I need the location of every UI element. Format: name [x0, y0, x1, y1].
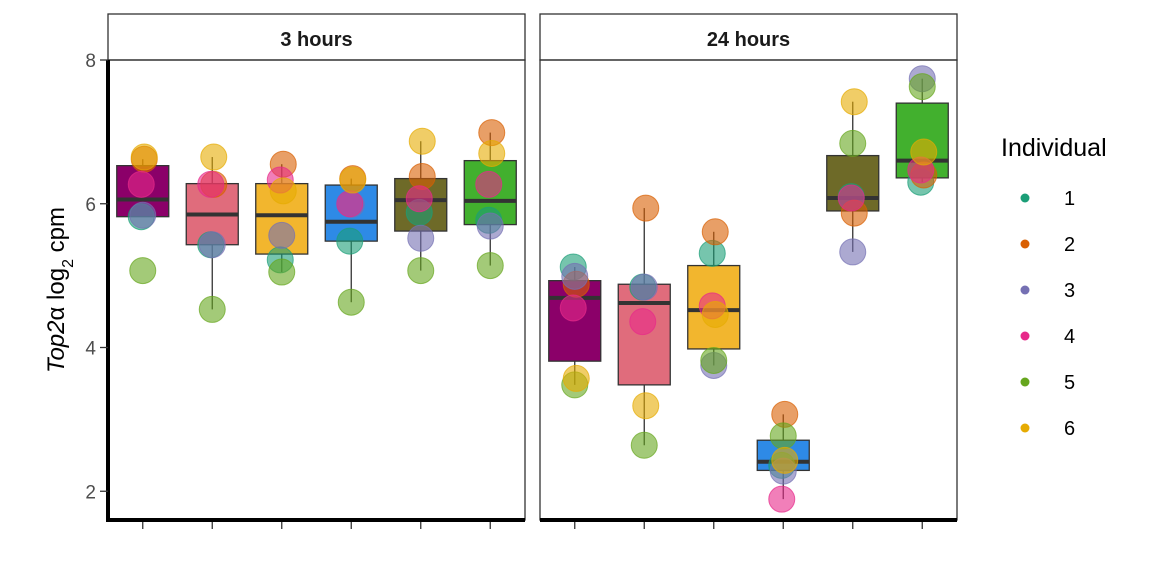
- panel-background: [108, 60, 525, 520]
- legend-label: 2: [1064, 234, 1075, 256]
- data-point: [337, 288, 365, 316]
- y-axis-label-italic: Top2: [43, 321, 70, 374]
- facet-strip: [539, 13, 958, 61]
- data-point: [701, 300, 729, 328]
- data-point: [559, 294, 587, 322]
- y-tick-label: 6: [85, 195, 96, 216]
- data-point: [198, 295, 226, 323]
- data-point: [632, 194, 660, 222]
- legend-key: [1020, 239, 1030, 249]
- legend-key: [1020, 423, 1030, 433]
- y-axis-label-sub: 2: [60, 259, 77, 268]
- data-point: [630, 431, 658, 459]
- data-point: [701, 218, 729, 246]
- data-point: [562, 364, 590, 392]
- legend-key: [1020, 193, 1030, 203]
- data-point: [475, 170, 503, 198]
- data-point: [339, 166, 367, 194]
- legend-label: 1: [1064, 188, 1075, 210]
- legend-key: [1020, 377, 1030, 387]
- y-tick-label: 2: [85, 482, 96, 503]
- y-axis-label-tail: cpm: [43, 207, 70, 259]
- legend-key: [1020, 331, 1030, 341]
- data-point: [407, 224, 435, 252]
- data-point: [768, 485, 796, 513]
- data-point: [908, 73, 936, 101]
- facet-strip-label: 3 hours: [280, 29, 352, 51]
- data-point: [408, 162, 436, 190]
- data-point: [129, 257, 157, 285]
- data-point: [407, 257, 435, 285]
- data-point: [771, 446, 799, 474]
- data-point: [197, 170, 225, 198]
- data-point: [839, 129, 867, 157]
- legend-label: 6: [1064, 418, 1075, 440]
- data-point: [630, 273, 658, 301]
- legend-label: 5: [1064, 372, 1075, 394]
- legend-title: Individual: [1001, 134, 1107, 162]
- panels-layer: [108, 60, 957, 520]
- y-axis-label-greek: α: [43, 307, 70, 321]
- points-layer: [127, 65, 938, 513]
- data-point: [476, 252, 504, 280]
- data-point: [336, 227, 364, 255]
- legend-label: 3: [1064, 280, 1075, 302]
- data-point: [336, 190, 364, 218]
- data-point: [268, 258, 296, 286]
- data-point: [127, 170, 155, 198]
- y-tick-label: 8: [85, 51, 96, 72]
- data-point: [839, 238, 867, 266]
- legend-key: [1020, 285, 1030, 295]
- y-axis-label-mid: log: [43, 268, 70, 307]
- panel-background: [540, 60, 957, 520]
- data-point: [561, 262, 589, 290]
- legend-label: 4: [1064, 326, 1075, 348]
- y-tick-label: 4: [85, 339, 96, 360]
- data-point: [200, 143, 228, 171]
- data-point: [269, 177, 297, 205]
- data-point: [837, 184, 865, 212]
- data-point: [476, 212, 504, 240]
- legend: Individual 1 2 3 4 5 6: [1001, 134, 1107, 440]
- data-point: [130, 143, 158, 171]
- data-point: [198, 231, 226, 259]
- data-point: [910, 138, 938, 166]
- data-point: [840, 88, 868, 116]
- data-point: [769, 422, 797, 450]
- data-point: [405, 185, 433, 213]
- data-point: [129, 201, 157, 229]
- data-point: [478, 139, 506, 167]
- axes-layer: 3 hours 24 hours 2 4 6 8: [85, 13, 958, 529]
- data-point: [632, 392, 660, 420]
- facet-strip-label: 24 hours: [707, 29, 790, 51]
- data-point: [268, 221, 296, 249]
- data-point: [629, 308, 657, 336]
- data-point: [700, 346, 728, 374]
- facet-strip: [107, 13, 526, 61]
- data-point: [408, 127, 436, 155]
- y-axis-label: Top2α log2 cpm: [43, 207, 77, 373]
